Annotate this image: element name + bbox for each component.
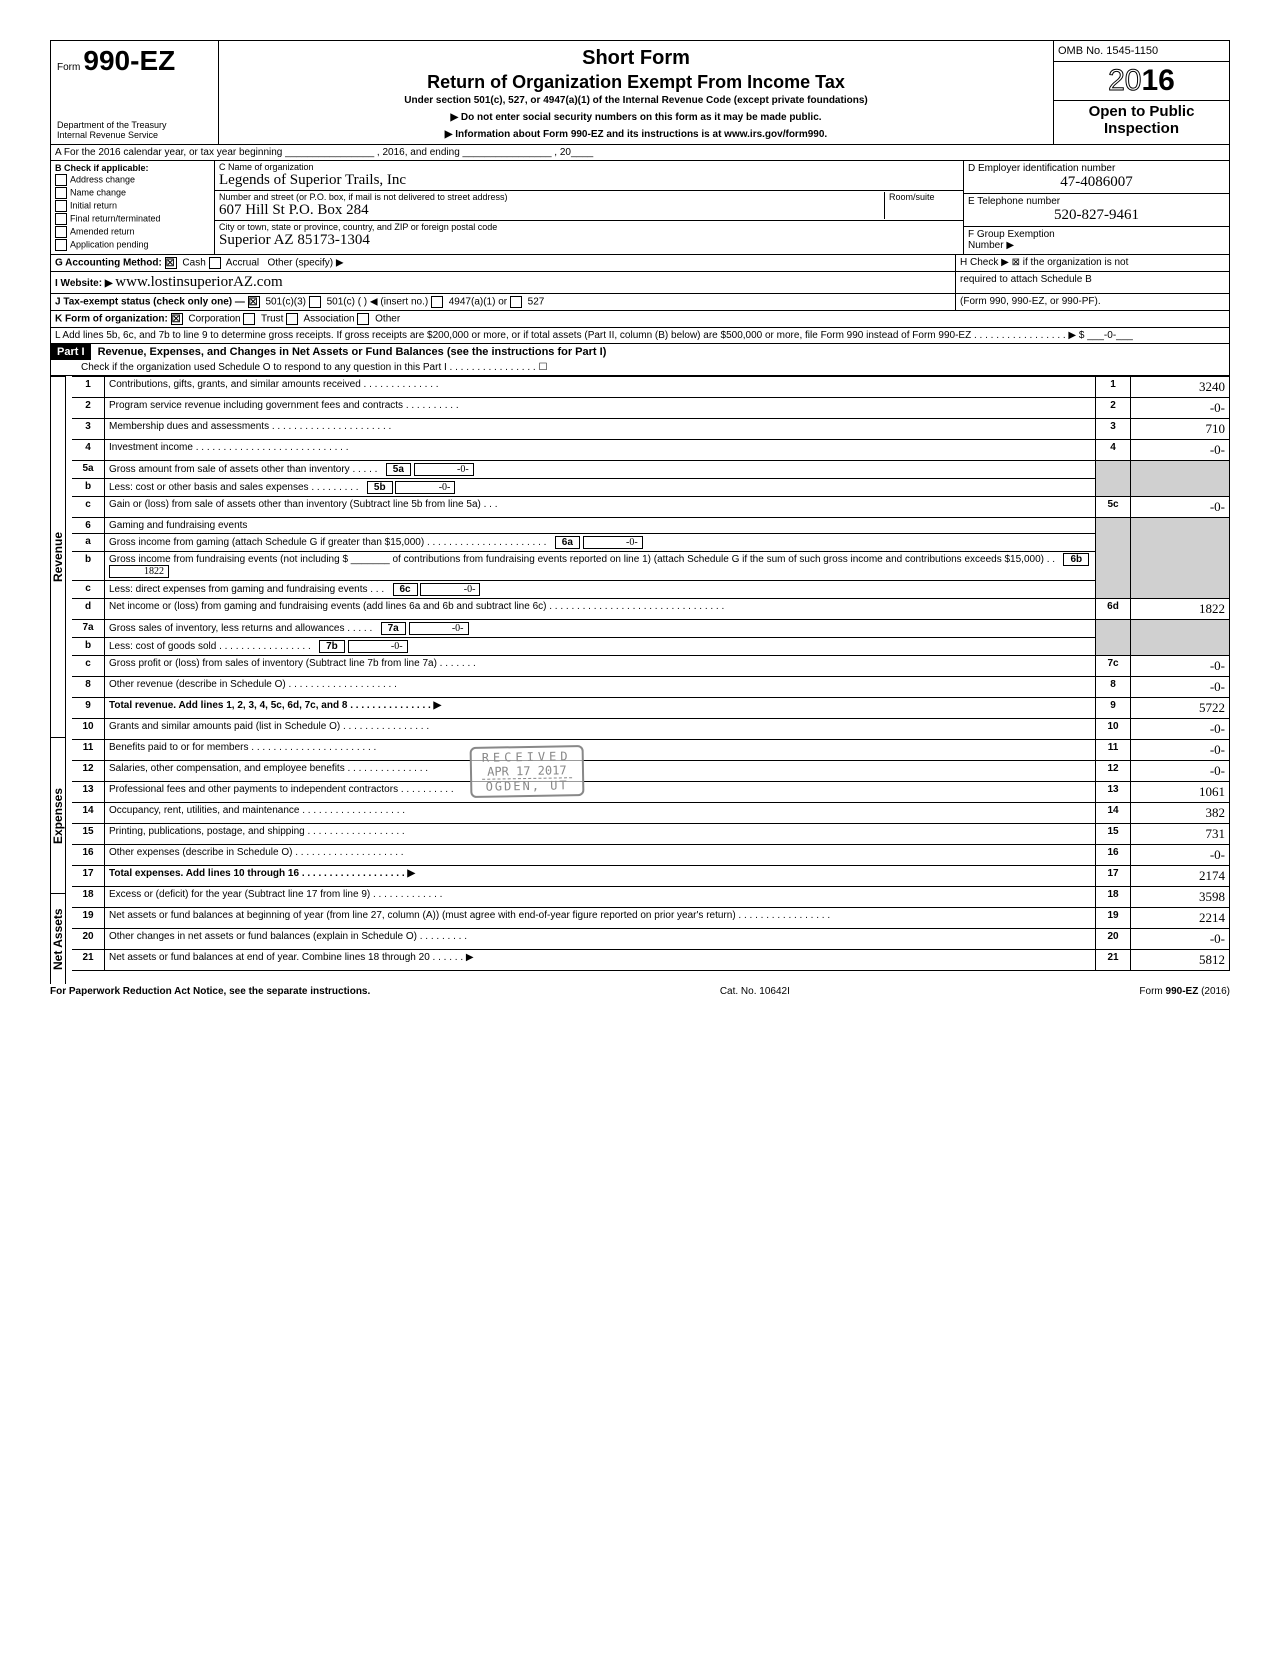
row-g-h: G Accounting Method: ☒ Cash Accrual Othe… [50,255,1230,272]
form-number: 990-EZ [83,45,175,76]
org-address: 607 Hill St P.O. Box 284 [219,202,884,219]
amt-9: 5722 [1131,698,1230,719]
amt-20: -0- [1131,929,1230,950]
footer-right: Form 990-EZ (2016) [1139,986,1230,997]
chk-accrual[interactable] [209,257,221,269]
footer-mid: Cat. No. 10642I [720,986,790,997]
row-j-tax-status: J Tax-exempt status (check only one) — ☒… [50,294,1230,311]
dept-line2: Internal Revenue Service [57,130,212,140]
header-left: Form 990-EZ Department of the Treasury I… [51,41,219,144]
org-name: Legends of Superior Trails, Inc [219,172,959,189]
amt-10: -0- [1131,719,1230,740]
part-1-header: Part I Revenue, Expenses, and Changes in… [50,344,1230,376]
amt-8: -0- [1131,677,1230,698]
amt-3: 710 [1131,419,1230,440]
chk-name-change[interactable]: Name change [55,187,210,199]
org-city: Superior AZ 85173-1304 [219,232,959,249]
section-g-accounting: G Accounting Method: ☒ Cash Accrual Othe… [51,255,955,271]
title-sub: Under section 501(c), 527, or 4947(a)(1)… [227,95,1045,106]
org-info-block: B Check if applicable: Address change Na… [50,161,1230,255]
chk-4947[interactable] [431,296,443,308]
amt-14: 382 [1131,803,1230,824]
chk-address-change[interactable]: Address change [55,174,210,186]
chk-cash[interactable]: ☒ [165,257,177,269]
amt-13: 1061 [1131,782,1230,803]
chk-527[interactable] [510,296,522,308]
amt-11: -0- [1131,740,1230,761]
open-inspection: Open to Public Inspection [1054,100,1229,139]
page-footer: For Paperwork Reduction Act Notice, see … [50,984,1230,997]
chk-501c3[interactable]: ☒ [248,296,260,308]
chk-trust[interactable] [243,313,255,325]
row-i-website: I Website: ▶ www.lostinsuperiorAZ.com re… [50,272,1230,294]
amt-5c: -0- [1131,497,1230,518]
tax-year: 2016 [1054,62,1229,100]
website: www.lostinsuperiorAZ.com [115,274,282,290]
amt-19: 2214 [1131,908,1230,929]
dept-line1: Department of the Treasury [57,120,212,130]
row-k-org-form: K Form of organization: ☒ Corporation Tr… [50,311,1230,328]
chk-initial-return[interactable]: Initial return [55,200,210,212]
header-center: Short Form Return of Organization Exempt… [219,41,1054,144]
amt-17: 2174 [1131,866,1230,887]
form-header: Form 990-EZ Department of the Treasury I… [50,40,1230,145]
section-c-org: C Name of organization Legends of Superi… [215,161,963,254]
row-l-gross-receipts: L Add lines 5b, 6c, and 7b to line 9 to … [50,328,1230,344]
line-a-tax-year: A For the 2016 calendar year, or tax yea… [50,145,1230,161]
part-1-body: Revenue Expenses Net Assets 1Contributio… [50,376,1230,984]
section-d-e-f: D Employer identification number 47-4086… [963,161,1229,254]
amt-6b: 1822 [109,565,169,578]
omb-number: OMB No. 1545-1150 [1054,41,1229,62]
chk-501c[interactable] [309,296,321,308]
title-main: Return of Organization Exempt From Incom… [227,72,1045,93]
section-b-checkboxes: B Check if applicable: Address change Na… [51,161,215,254]
amt-18: 3598 [1131,887,1230,908]
amt-21: 5812 [1131,950,1230,971]
amt-15: 731 [1131,824,1230,845]
telephone: 520-827-9461 [968,207,1225,224]
chk-final-return[interactable]: Final return/terminated [55,213,210,225]
footer-left: For Paperwork Reduction Act Notice, see … [50,986,370,997]
chk-association[interactable] [286,313,298,325]
chk-corporation[interactable]: ☒ [171,313,183,325]
chk-amended-return[interactable]: Amended return [55,226,210,238]
chk-application-pending[interactable]: Application pending [55,239,210,251]
amt-2: -0- [1131,398,1230,419]
lines-table: 1Contributions, gifts, grants, and simil… [72,376,1230,971]
amt-12: -0- [1131,761,1230,782]
amt-6d: 1822 [1131,599,1230,620]
amt-4: -0- [1131,440,1230,461]
chk-other[interactable] [357,313,369,325]
ein: 47-4086007 [968,174,1225,191]
amt-1: 3240 [1131,377,1230,398]
section-h: H Check ▶ ⊠ if the organization is not [955,255,1229,271]
header-right: OMB No. 1545-1150 2016 Open to Public In… [1054,41,1229,144]
title-short: Short Form [227,47,1045,70]
amt-16: -0- [1131,845,1230,866]
form-prefix: Form [57,62,80,73]
amt-7c: -0- [1131,656,1230,677]
side-labels: Revenue Expenses Net Assets [50,376,72,984]
title-warn: ▶ Do not enter social security numbers o… [227,112,1045,123]
title-info: ▶ Information about Form 990-EZ and its … [227,129,1045,140]
